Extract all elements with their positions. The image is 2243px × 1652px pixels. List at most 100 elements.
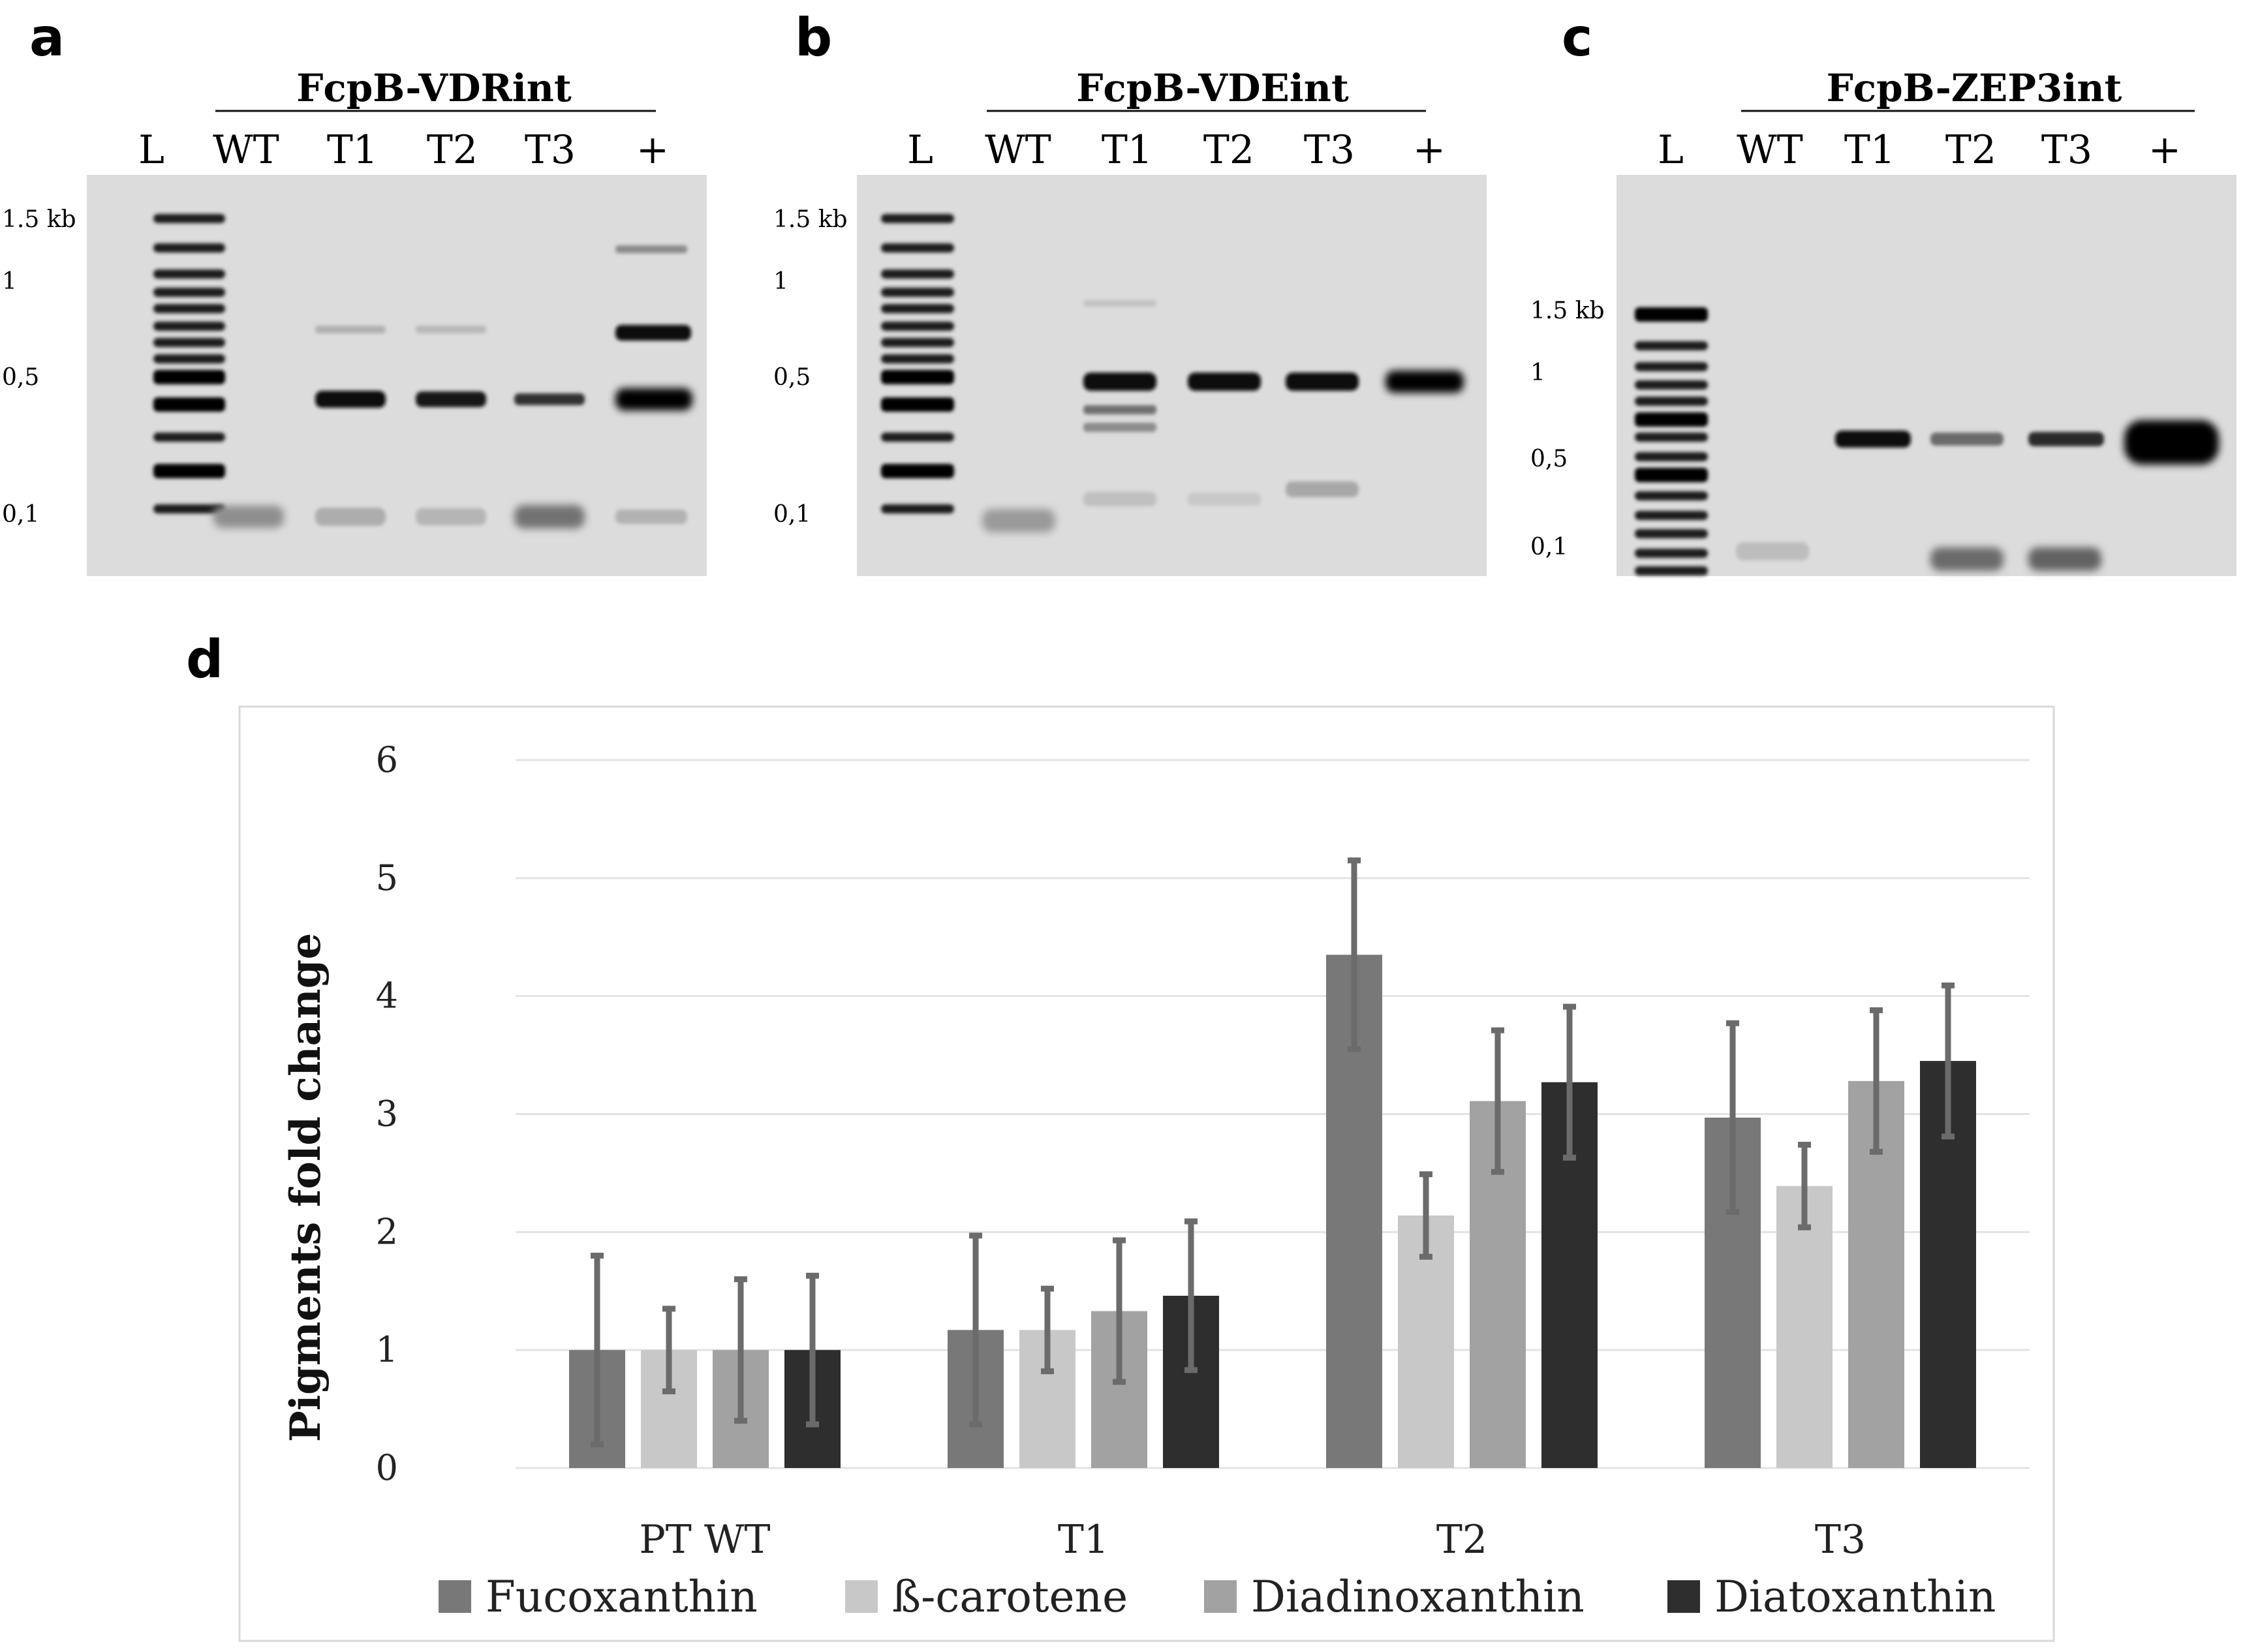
y-tick-label: 6 xyxy=(376,739,398,780)
gel-band xyxy=(315,508,386,526)
y-tick-label: 5 xyxy=(376,857,398,898)
ladder-band xyxy=(153,354,225,363)
x-category-label: T2 xyxy=(1436,1517,1487,1563)
panel-letter: c xyxy=(1562,7,1592,68)
legend-swatch xyxy=(439,1580,471,1613)
lane-label: L xyxy=(907,127,933,173)
bar xyxy=(1776,1185,1833,1468)
ladder-band xyxy=(881,288,954,297)
gel-band xyxy=(514,505,585,528)
ladder-band xyxy=(1635,491,1708,500)
lane-label: L xyxy=(138,127,164,173)
ladder-band xyxy=(153,304,225,313)
legend-swatch xyxy=(1667,1580,1700,1613)
chart-frame xyxy=(238,705,2055,1642)
x-category-label: PT WT xyxy=(639,1517,770,1563)
size-marker-label: 0,5 xyxy=(1530,446,1568,472)
size-marker-label: 1.5 kb xyxy=(1530,298,1605,324)
lane-label: + xyxy=(2148,127,2181,173)
legend-swatch xyxy=(845,1580,878,1613)
legend-swatch xyxy=(1204,1580,1237,1613)
panel-letter-d: d xyxy=(186,629,223,690)
size-marker-label: 0,1 xyxy=(1530,534,1568,560)
gel-band xyxy=(1188,373,1261,391)
ladder-band xyxy=(1635,412,1708,427)
ladder-band xyxy=(1635,549,1708,558)
gel-band xyxy=(416,326,486,333)
gel-band xyxy=(1083,423,1156,432)
gel-band xyxy=(1736,542,1809,560)
y-tick-label: 1 xyxy=(376,1329,398,1370)
ladder-band xyxy=(1635,452,1708,461)
lane-label: T2 xyxy=(1203,127,1254,173)
size-marker-label: 1 xyxy=(2,268,17,295)
gel-band xyxy=(1835,431,1911,448)
lane-label: T2 xyxy=(427,127,478,173)
lane-label: + xyxy=(636,127,669,173)
size-marker-label: 1.5 kb xyxy=(2,206,76,233)
ladder-band xyxy=(881,433,954,442)
lane-label: WT xyxy=(213,127,279,173)
legend-entry: Diadinoxanthin xyxy=(1251,1572,1585,1622)
ladder-band xyxy=(153,243,225,252)
legend-entry: ß-carotene xyxy=(892,1572,1128,1622)
lane-label: WT xyxy=(985,127,1051,173)
gel-band xyxy=(1286,482,1359,497)
lane-label: T1 xyxy=(327,127,378,173)
y-axis-label: Pigments fold change xyxy=(281,933,330,1443)
y-tick-label: 4 xyxy=(376,975,398,1017)
lane-label: WT xyxy=(1737,127,1803,173)
gel-band xyxy=(615,245,687,253)
size-marker-label: 1.5 kb xyxy=(773,206,848,233)
gel-band xyxy=(315,326,386,333)
x-category-label: T1 xyxy=(1058,1517,1109,1563)
ladder-band xyxy=(881,322,954,331)
gel-band xyxy=(1083,373,1156,391)
gel-panel-b: b FcpB-VDEint L WT T1 T2 T3 +1.5 kb 1 0,5 0,1 xyxy=(773,7,1487,576)
gel-band xyxy=(213,506,284,528)
gel-band xyxy=(315,391,386,408)
gel-band xyxy=(1930,547,2003,571)
construct-label: FcpB-VDEint xyxy=(1076,66,1349,110)
gel-panel-a: a FcpB-VDRint L WT T1 T2 T3 +1.5 kb 1 0,5 0,1 xyxy=(2,7,707,576)
ladder-band xyxy=(1635,468,1708,482)
gel-band xyxy=(416,508,486,525)
size-marker-label: 0,5 xyxy=(773,364,811,391)
gel-band xyxy=(1083,492,1156,506)
size-marker-label: 1 xyxy=(773,268,788,295)
gel-image xyxy=(857,175,1487,576)
ladder-band xyxy=(1635,307,1708,322)
lane-label: T3 xyxy=(2041,127,2092,173)
x-category-label: T3 xyxy=(1815,1517,1866,1563)
panel-letter: a xyxy=(29,7,65,68)
lane-label: T1 xyxy=(1844,127,1895,173)
gel-band xyxy=(1385,371,1464,393)
ladder-band xyxy=(881,354,954,363)
construct-label: FcpB-VDRint xyxy=(296,66,572,110)
ladder-band xyxy=(153,269,225,279)
lane-label: T1 xyxy=(1102,127,1152,173)
ladder-band xyxy=(881,243,954,252)
ladder-band xyxy=(1635,511,1708,520)
gel-image xyxy=(1617,175,2236,576)
gel-band xyxy=(416,391,486,407)
ladder-band xyxy=(881,269,954,279)
size-marker-label: 0,1 xyxy=(2,501,39,528)
gel-band xyxy=(1083,405,1156,414)
gel-band xyxy=(514,393,585,405)
ladder-band xyxy=(1635,380,1708,390)
bar-chart: 0 1 2 3 4 5 6 Pigments fold change PT WT T1 T2 T3 Fu… xyxy=(281,739,2030,1622)
ladder-band xyxy=(1635,362,1708,371)
ladder-band xyxy=(153,322,225,331)
ladder-band xyxy=(1635,433,1708,442)
size-marker-label: 0,1 xyxy=(773,501,811,528)
ladder-band xyxy=(881,397,954,412)
ladder-band xyxy=(153,214,225,223)
gel-band xyxy=(2028,432,2104,446)
ladder-band xyxy=(1635,397,1708,406)
gel-band xyxy=(1083,300,1156,307)
construct-label: FcpB-ZEP3int xyxy=(1827,66,2122,110)
lane-label: T3 xyxy=(525,127,576,173)
lane-label: + xyxy=(1413,127,1446,173)
